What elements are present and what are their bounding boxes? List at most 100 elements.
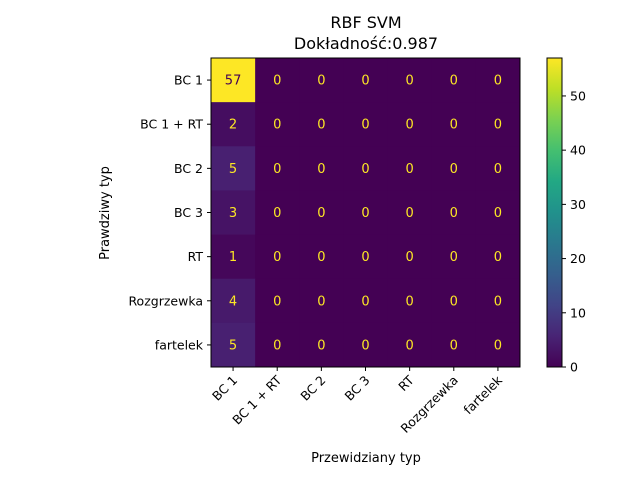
colorbar-tick-label: 0 (570, 360, 578, 375)
heatmap-cell (475, 58, 521, 103)
heatmap-cell (475, 190, 521, 236)
cell-value-label: 1 (229, 250, 237, 265)
heatmap-cell (431, 102, 477, 147)
cell-value-label: 0 (494, 118, 502, 133)
colorbar-ticks: 0 10 20 30 40 50 (562, 88, 586, 375)
cell-value-label: 0 (317, 250, 325, 265)
cell-value-label: 0 (406, 294, 414, 309)
y-tick-label: BC 1 + RT (140, 117, 203, 132)
heatmap-cell (343, 58, 389, 103)
cell-value-label: 0 (406, 338, 414, 353)
cell-value-label: 0 (450, 74, 458, 89)
heatmap-cell (387, 234, 433, 280)
cell-value-label: 0 (273, 250, 281, 265)
cell-value-label: 0 (273, 74, 281, 89)
heatmap-cell (299, 58, 344, 103)
heatmap-cell (475, 278, 521, 324)
heatmap-cell (299, 234, 344, 280)
cell-value-label: 0 (494, 250, 502, 265)
cell-value-label: 5 (229, 162, 237, 177)
heatmap-cell (211, 234, 256, 280)
cell-value-label: 2 (229, 118, 237, 133)
cell-value-label: 57 (225, 74, 242, 89)
colorbar-tick-label: 50 (570, 88, 586, 103)
heatmap-cell (387, 102, 433, 147)
heatmap-cell (343, 278, 389, 324)
heatmap-cell (299, 190, 344, 236)
heatmap-cell (255, 322, 300, 368)
heatmap-cell (387, 278, 433, 324)
cell-value-label: 0 (361, 74, 369, 89)
heatmap-cell (211, 278, 256, 324)
heatmap-cell (387, 146, 433, 191)
y-tick-label: fartelek (155, 337, 204, 352)
heatmap-cell (343, 190, 389, 236)
cell-value-label: 0 (273, 338, 281, 353)
heatmap-cell (343, 102, 389, 147)
cell-value-label: 0 (273, 294, 281, 309)
cell-value-label: 0 (406, 250, 414, 265)
cell-value-label: 0 (317, 294, 325, 309)
heatmap-cell (431, 322, 477, 368)
colorbar (547, 58, 562, 367)
cell-value-label: 0 (273, 118, 281, 133)
heatmap-cell (343, 146, 389, 191)
y-axis-ticks: BC 1 BC 1 + RT BC 2 BC 3 RT Rozgrzewka fartele… (128, 73, 211, 352)
x-tick-label: fartelek (460, 372, 505, 417)
heatmap-cell (475, 146, 521, 191)
heatmap-cell (475, 102, 521, 147)
cell-value-label: 0 (273, 206, 281, 221)
heatmap-cell (211, 322, 256, 368)
cell-value-label: 0 (361, 118, 369, 133)
heatmap-cell (211, 102, 256, 147)
cell-value-label: 0 (450, 294, 458, 309)
heatmap-cell (387, 190, 433, 236)
heatmap-cell (211, 146, 256, 191)
x-axis-label: Przewidziany typ (311, 451, 421, 466)
y-axis-label: Prawdziwy typ (98, 166, 113, 260)
cell-value-label: 0 (317, 74, 325, 89)
cell-value-label: 0 (450, 206, 458, 221)
cell-value-label: 0 (273, 162, 281, 177)
cell-value-label: 0 (361, 338, 369, 353)
colorbar-tick-label: 40 (570, 143, 586, 158)
heatmap-cell (255, 278, 300, 324)
cell-value-label: 0 (406, 206, 414, 221)
cell-value-label: 0 (450, 118, 458, 133)
heatmap-cell-labels: 57 0 0 0 0 0 0 2 0 0 0 0 0 0 5 0 0 0 0 0 0 3 0 0 0 0 0 0 1 0 0 0 0 0 0 4 0 0 0… (225, 74, 502, 354)
heatmap-cells (211, 58, 521, 368)
heatmap-cell (255, 234, 300, 280)
heatmap-cell (475, 234, 521, 280)
colorbar-tick-label: 30 (570, 197, 586, 212)
heatmap-cell (431, 190, 477, 236)
heatmap-cell (299, 146, 344, 191)
cell-value-label: 0 (406, 118, 414, 133)
heatmap-cell (255, 102, 300, 147)
cell-value-label: 0 (317, 206, 325, 221)
cell-value-label: 0 (494, 74, 502, 89)
y-tick-label: BC 2 (174, 161, 203, 176)
chart-subtitle: Dokładność:0.987 (294, 34, 438, 53)
cell-value-label: 3 (229, 206, 237, 221)
x-tick-label: RT (395, 372, 417, 394)
cell-value-label: 0 (406, 74, 414, 89)
cell-value-label: 0 (450, 250, 458, 265)
heatmap-cell (387, 58, 433, 103)
cell-value-label: 0 (406, 162, 414, 177)
heatmap-cell (343, 322, 389, 368)
cell-value-label: 5 (229, 338, 237, 353)
x-tick-label: BC 2 (297, 373, 328, 404)
y-tick-label: Rozgrzewka (128, 293, 203, 308)
cell-value-label: 0 (361, 294, 369, 309)
cell-value-label: 0 (317, 338, 325, 353)
heatmap-cell (211, 58, 256, 103)
heatmap-cell (299, 322, 344, 368)
heatmap-cell (343, 234, 389, 280)
heatmap-cell (475, 322, 521, 368)
heatmap-cell (255, 146, 300, 191)
cell-value-label: 0 (494, 206, 502, 221)
cell-value-label: 0 (494, 338, 502, 353)
x-tick-label: BC 1 (209, 373, 240, 404)
